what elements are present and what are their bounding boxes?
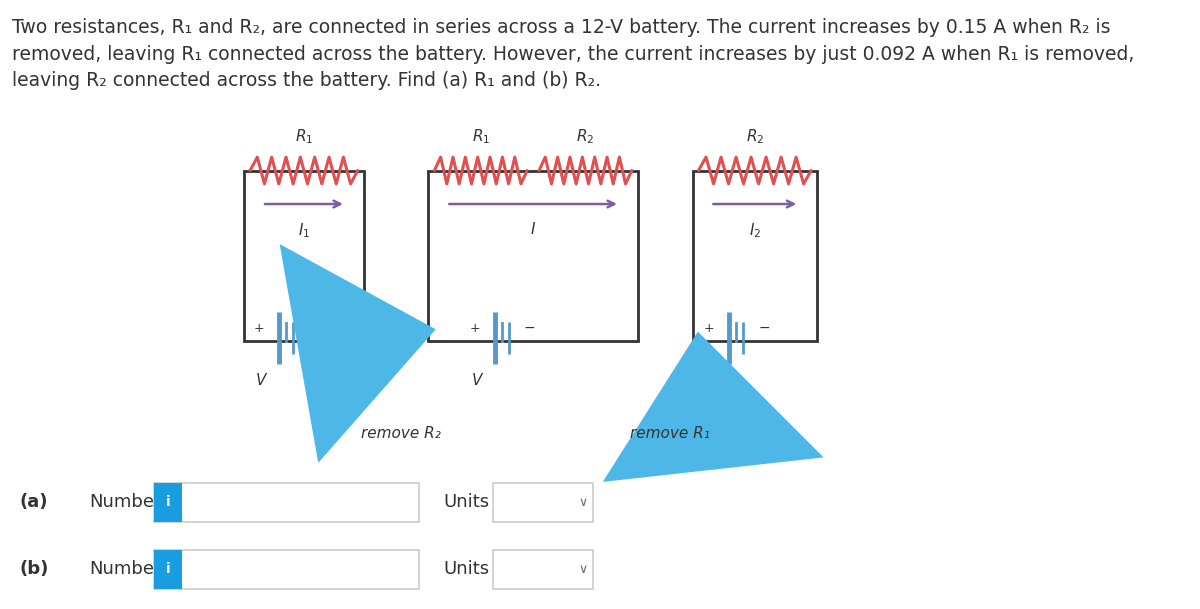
Text: +: +	[703, 322, 714, 335]
Text: remove R₂: remove R₂	[361, 426, 442, 442]
Text: V: V	[256, 373, 266, 389]
Text: +: +	[253, 322, 264, 335]
Bar	[493, 482, 593, 523]
Bar	[428, 171, 637, 341]
Text: −: −	[308, 322, 319, 335]
Text: $I_2$: $I_2$	[749, 221, 761, 240]
Text: (a): (a)	[20, 493, 48, 512]
Text: V: V	[472, 373, 482, 389]
Text: $R_1$: $R_1$	[472, 127, 490, 146]
Bar	[155, 549, 182, 590]
Bar	[155, 482, 419, 523]
Bar	[493, 549, 593, 590]
Text: ∨: ∨	[578, 496, 588, 509]
Text: $I$: $I$	[530, 221, 536, 237]
Bar	[155, 549, 419, 590]
Text: $R_2$: $R_2$	[576, 127, 594, 146]
Text: (b): (b)	[20, 560, 49, 579]
Text: −: −	[758, 322, 769, 335]
Text: i: i	[166, 563, 170, 576]
Text: −: −	[523, 322, 535, 335]
Text: Number: Number	[90, 493, 162, 512]
Text: $R_2$: $R_2$	[745, 127, 764, 146]
Text: V: V	[706, 373, 716, 389]
Bar	[692, 171, 817, 341]
Text: $I_1$: $I_1$	[298, 221, 310, 240]
Text: Number: Number	[90, 560, 162, 579]
Text: i: i	[166, 496, 170, 509]
Text: Units: Units	[444, 493, 490, 512]
Text: +: +	[469, 322, 480, 335]
Text: Two resistances, R₁ and R₂, are connected in series across a 12-V battery. The c: Two resistances, R₁ and R₂, are connecte…	[12, 18, 1134, 90]
Text: ∨: ∨	[578, 563, 588, 576]
Text: Units: Units	[444, 560, 490, 579]
Bar	[155, 482, 182, 523]
Bar	[244, 171, 364, 341]
Text: remove R₁: remove R₁	[630, 426, 710, 442]
Text: $R_1$: $R_1$	[295, 127, 313, 146]
